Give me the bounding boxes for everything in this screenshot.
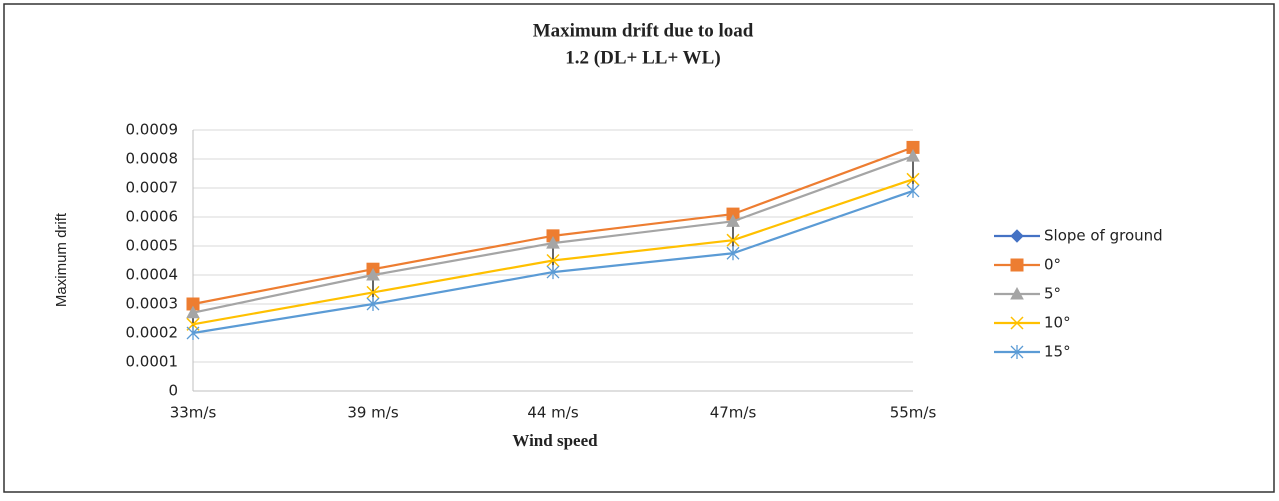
y-tick-label: 0.0001	[126, 353, 179, 371]
y-tick-label: 0.0005	[126, 237, 179, 255]
legend-label: 0°	[1044, 256, 1061, 274]
y-axis-label: Maximum drift	[53, 212, 70, 307]
x-tick-label: 47m/s	[710, 404, 757, 422]
y-tick-label: 0.0008	[126, 150, 179, 168]
legend-marker	[1010, 286, 1024, 300]
y-tick-label: 0.0009	[126, 121, 179, 139]
marker	[726, 246, 740, 261]
marker	[906, 183, 920, 198]
marker	[186, 326, 200, 340]
marker	[546, 236, 560, 249]
y-tick-label: 0.0004	[126, 266, 179, 284]
marker	[366, 267, 380, 281]
legend-marker	[1010, 316, 1024, 330]
y-tick-label: 0.0003	[126, 295, 179, 313]
x-tick-label: 55m/s	[890, 404, 937, 422]
y-tick-label: 0	[168, 382, 178, 400]
y-tick-label: 0.0002	[126, 324, 179, 342]
y-tick-label: 0.0006	[126, 208, 179, 226]
marker	[546, 253, 560, 268]
legend-label: 5°	[1044, 285, 1061, 303]
marker	[366, 285, 380, 299]
x-axis-label: Wind speed	[512, 431, 598, 450]
legend-marker	[1010, 229, 1024, 243]
marker	[726, 214, 740, 227]
x-tick-label: 44 m/s	[527, 404, 579, 422]
legend-marker	[1010, 258, 1024, 272]
legend-label: 10°	[1044, 314, 1071, 332]
legend-label: 15°	[1044, 343, 1071, 361]
frame	[3, 3, 1275, 493]
marker	[906, 149, 920, 162]
chart-subtitle: 1.2 (DL+ LL+ WL)	[565, 47, 720, 68]
y-tick-label: 0.0007	[126, 179, 179, 197]
marker	[546, 265, 560, 280]
chart-title: Maximum drift due to load	[533, 20, 754, 41]
x-tick-label: 39 m/s	[347, 404, 399, 422]
legend-label: Slope of ground	[1044, 227, 1163, 245]
marker	[726, 233, 740, 247]
marker	[186, 305, 200, 319]
marker	[906, 172, 920, 186]
marker	[366, 297, 380, 311]
legend-marker	[1010, 345, 1024, 359]
x-tick-label: 33m/s	[170, 404, 217, 422]
